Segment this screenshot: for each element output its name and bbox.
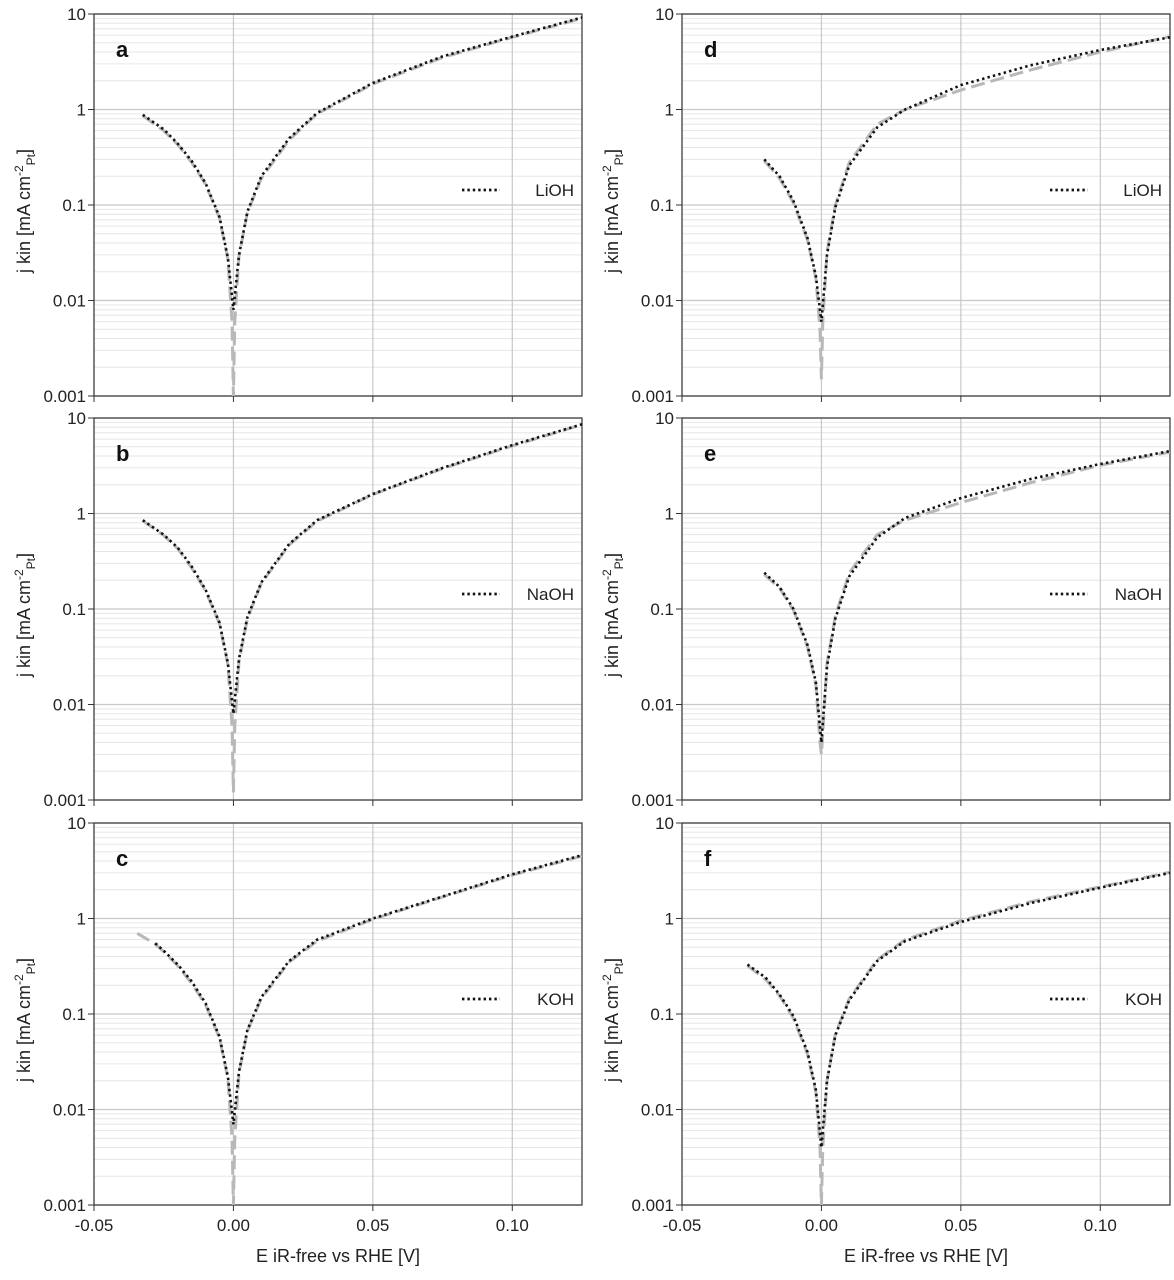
x-tick-label: 0.00 [805,1216,838,1235]
y-tick-label: 1 [665,505,674,524]
x-tick-label: 0.05 [356,1216,389,1235]
x-tick-label: -0.05 [663,1216,702,1235]
panel-letter: d [704,37,717,62]
y-tick-label: 1 [77,101,86,120]
y-tick-label: 0.001 [631,387,674,406]
y-axis-title: j kin [mA cm-2Pt] [12,958,38,1083]
legend-label: KOH [537,990,574,1009]
fit-curve [763,35,1170,380]
fit-curve [141,16,582,396]
y-axis-title: j kin [mA cm-2Pt] [600,149,626,274]
y-tick-label: 0.01 [641,292,674,311]
x-tick-label: 0.00 [217,1216,250,1235]
y-tick-label: 0.01 [53,696,86,715]
y-tick-label: 1 [77,505,86,524]
y-tick-label: 10 [67,5,86,24]
panel-letter: a [116,37,129,62]
panel-c: 0.001 0.01 0.1 1 10 -0.05 0.00 0.05 0.10 j kin [m… [12,814,583,1235]
x-tick-label: -0.05 [75,1216,114,1235]
panel-letter: f [704,846,712,871]
series-line-NaOH [763,449,1170,743]
legend-label: KOH [1125,990,1162,1009]
y-axis-title: j kin [mA cm-2Pt] [600,553,626,678]
y-tick-label: 10 [655,5,674,24]
legend-label: LiOH [535,181,574,200]
y-tick-label: 0.001 [631,791,674,810]
panel-e: 0.001 0.01 0.1 1 10 j kin [mA cm-2Pt] e NaOH [600,409,1171,810]
series-line-KOH [154,853,582,1125]
y-axis-title: j kin [mA cm-2Pt] [12,149,38,274]
panel-a: 0.001 0.01 0.1 1 10 j kin [mA cm-2Pt] a LiOH [12,5,583,406]
y-tick-label: 0.01 [641,696,674,715]
y-tick-label: 10 [67,814,86,833]
fit-curve [746,870,1170,1205]
y-tick-label: 0.001 [43,387,86,406]
y-tick-label: 0.1 [650,1005,674,1024]
panel-letter: e [704,441,716,466]
x-axis-title: E iR-free vs RHE [V] [844,1246,1008,1266]
y-tick-label: 0.01 [641,1101,674,1120]
y-axis-title: j kin [mA cm-2Pt] [600,958,626,1083]
panel-b: 0.001 0.01 0.1 1 10 j kin [mA cm-2Pt] b NaOH [12,409,583,810]
y-tick-label: 1 [77,910,86,929]
fit-curve [136,854,582,1205]
series-line-LiOH [142,16,582,310]
y-tick-label: 0.1 [62,600,86,619]
legend-label: NaOH [1115,585,1162,604]
y-tick-label: 1 [665,101,674,120]
series-line-KOH [746,871,1170,1148]
y-tick-label: 0.001 [631,1196,674,1215]
y-tick-label: 0.001 [43,1196,86,1215]
y-axis-title: j kin [mA cm-2Pt] [12,553,38,678]
x-axis-title: E iR-free vs RHE [V] [256,1246,420,1266]
x-tick-label: 0.05 [944,1216,977,1235]
y-tick-label: 0.1 [650,600,674,619]
y-tick-label: 0.01 [53,1101,86,1120]
series-line-LiOH [763,36,1170,322]
x-tick-label: 0.10 [496,1216,529,1235]
legend-label: NaOH [527,585,574,604]
y-tick-label: 10 [655,409,674,428]
panel-letter: b [116,441,129,466]
legend-label: LiOH [1123,181,1162,200]
y-tick-label: 10 [67,409,86,428]
panel-f: 0.001 0.01 0.1 1 10 -0.05 0.00 0.05 0.10 j kin [m… [600,814,1171,1235]
y-tick-label: 0.1 [62,196,86,215]
y-tick-label: 0.001 [43,791,86,810]
x-tick-label: 0.10 [1084,1216,1117,1235]
y-tick-label: 0.1 [650,196,674,215]
panel-letter: c [116,846,128,871]
y-tick-label: 10 [655,814,674,833]
y-tick-label: 0.01 [53,292,86,311]
y-tick-label: 0.1 [62,1005,86,1024]
panel-d: 0.001 0.01 0.1 1 10 j kin [mA cm-2Pt] d LiOH [600,5,1171,406]
y-tick-label: 1 [665,910,674,929]
